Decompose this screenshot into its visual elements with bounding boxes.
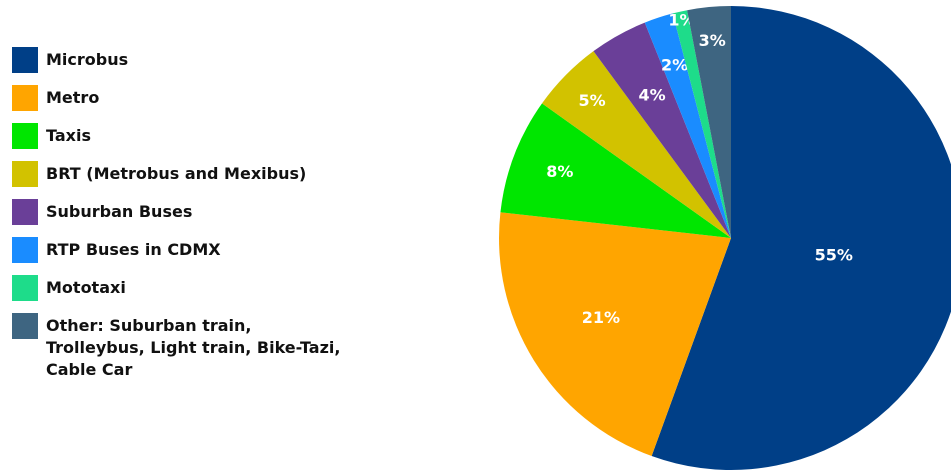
data-label: 8% (546, 162, 573, 181)
legend-swatch (12, 47, 38, 73)
legend-label: Taxis (46, 126, 91, 145)
legend-swatch (12, 313, 38, 339)
legend-item: Suburban Buses (12, 199, 352, 225)
legend-label: Microbus (46, 50, 129, 69)
pie-slice (687, 6, 731, 238)
data-label: 5% (579, 91, 606, 110)
legend-swatch (12, 161, 38, 187)
data-label: 2% (661, 56, 688, 75)
legend-label: Mototaxi (46, 278, 126, 297)
data-label: 21% (582, 308, 620, 327)
legend-item: Microbus (12, 47, 352, 73)
legend: Microbus Metro Taxis BRT (Metrobus and Mexi… (12, 47, 352, 393)
pie-slice (672, 10, 731, 239)
pie-slice (651, 6, 951, 470)
legend-item: RTP Buses in CDMX (12, 237, 352, 263)
pie-slice (644, 13, 731, 239)
legend-item: Mototaxi (12, 275, 352, 301)
legend-swatch (12, 199, 38, 225)
legend-swatch (12, 275, 38, 301)
legend-label: Suburban Buses (46, 202, 193, 221)
legend-item: Metro (12, 85, 352, 111)
legend-label: RTP Buses in CDMX (46, 240, 221, 259)
legend-swatch (12, 123, 38, 149)
legend-swatch (12, 85, 38, 111)
pie-slice (542, 51, 731, 238)
legend-swatch (12, 237, 38, 263)
data-label: 55% (815, 246, 853, 265)
pie-slice (593, 22, 731, 239)
legend-label: Metro (46, 88, 100, 107)
legend-item: BRT (Metrobus and Mexibus) (12, 161, 352, 187)
data-label: 3% (699, 31, 726, 50)
pie-slice (499, 212, 731, 457)
legend-label: BRT (Metrobus and Mexibus) (46, 164, 307, 183)
legend-item: Other: Suburban train, Trolleybus, Light… (12, 313, 352, 381)
pie-slice (500, 103, 731, 239)
data-label: 4% (638, 86, 665, 105)
legend-label: Other: Suburban train, Trolleybus, Light… (46, 316, 341, 379)
legend-item: Taxis (12, 123, 352, 149)
